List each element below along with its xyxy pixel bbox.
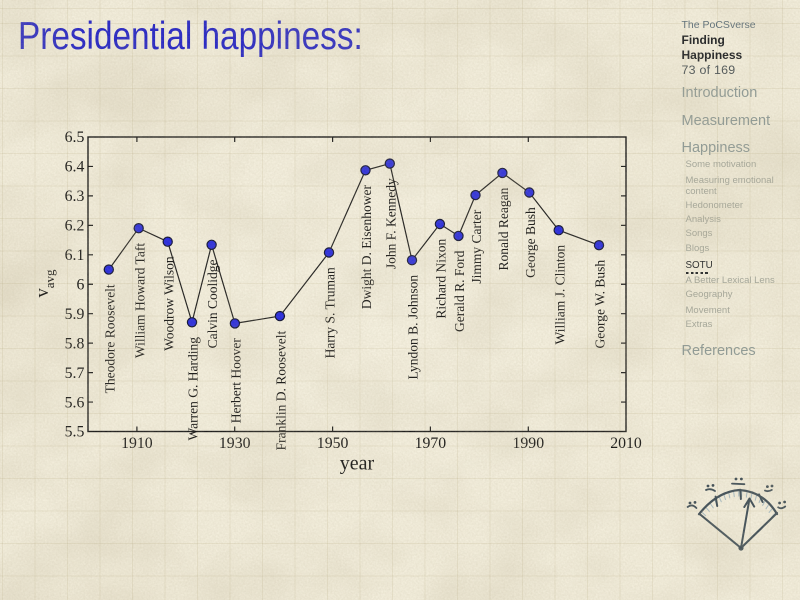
svg-text:6: 6 <box>76 276 84 293</box>
svg-text:6.5: 6.5 <box>65 129 85 146</box>
svg-text:George Bush: George Bush <box>523 207 538 278</box>
svg-text:Woodrow Wilson: Woodrow Wilson <box>161 256 176 351</box>
svg-text:2010: 2010 <box>610 435 642 452</box>
svg-text:George W. Bush: George W. Bush <box>593 260 608 349</box>
svg-text:1970: 1970 <box>415 435 447 452</box>
svg-text:6.2: 6.2 <box>65 218 85 235</box>
svg-text:John F. Kennedy: John F. Kennedy <box>383 178 398 269</box>
svg-text:Lyndon B. Johnson: Lyndon B. Johnson <box>406 275 421 380</box>
svg-text:5.6: 5.6 <box>65 394 85 411</box>
svg-text:5.8: 5.8 <box>65 335 85 352</box>
svg-text:5.7: 5.7 <box>65 365 85 382</box>
svg-text:6.1: 6.1 <box>65 247 85 264</box>
svg-text:Warren G. Harding: Warren G. Harding <box>186 337 201 441</box>
svg-text:vavg: vavg <box>33 269 57 298</box>
svg-text:1930: 1930 <box>219 435 251 452</box>
svg-text:Harry S. Truman: Harry S. Truman <box>323 267 338 358</box>
svg-text:Richard Nixon: Richard Nixon <box>434 238 449 318</box>
svg-text:William Howard Taft: William Howard Taft <box>132 243 147 358</box>
svg-text:Dwight D. Eisenhower: Dwight D. Eisenhower <box>359 185 374 310</box>
svg-text:Theodore Roosevelt: Theodore Roosevelt <box>102 284 117 393</box>
svg-text:6.3: 6.3 <box>65 188 85 205</box>
svg-text:1990: 1990 <box>513 435 545 452</box>
svg-text:year: year <box>340 453 375 475</box>
svg-text:1910: 1910 <box>121 435 153 452</box>
svg-text:Calvin Coolidge: Calvin Coolidge <box>205 259 220 348</box>
svg-text:5.5: 5.5 <box>65 424 85 441</box>
svg-text:Jimmy Carter: Jimmy Carter <box>469 209 484 283</box>
svg-text:Gerald R. Ford: Gerald R. Ford <box>452 250 467 332</box>
svg-text:Franklin D. Roosevelt: Franklin D. Roosevelt <box>274 331 289 451</box>
svg-text:1950: 1950 <box>317 435 349 452</box>
svg-text:6.4: 6.4 <box>65 159 85 176</box>
svg-text:Ronald Reagan: Ronald Reagan <box>496 187 511 270</box>
svg-text:Herbert Hoover: Herbert Hoover <box>229 338 244 424</box>
svg-text:5.9: 5.9 <box>65 306 85 323</box>
svg-text:William J. Clinton: William J. Clinton <box>552 245 567 345</box>
